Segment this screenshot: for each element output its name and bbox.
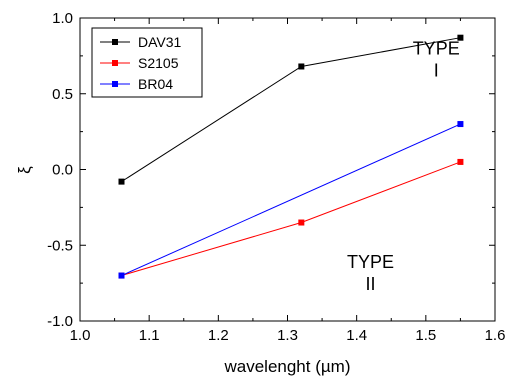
legend-label: BR04: [138, 76, 173, 92]
x-tick-label: 1.6: [485, 327, 506, 344]
x-tick-label: 1.5: [415, 327, 436, 344]
x-tick-label: 1.0: [70, 327, 91, 344]
legend-marker: [112, 81, 118, 87]
axis-ticks: 1.0 1.1 1.2 1.3 1.4 1.5 1.6 -1.0 -0.5 0.0 0.5 1.0: [47, 10, 505, 344]
data-point: [457, 34, 464, 41]
data-point: [457, 158, 464, 165]
annotation-line: I: [434, 60, 439, 80]
series-line: [121, 161, 461, 277]
y-tick-label: -1.0: [47, 313, 73, 330]
x-tick-label: 1.1: [139, 327, 160, 344]
annotation-line: II: [365, 274, 375, 294]
legend: DAV31 S2105 BR04: [91, 27, 203, 98]
y-axis-title: ξ: [15, 166, 34, 174]
y-tick-label: 0.0: [52, 162, 73, 179]
legend-marker: [112, 60, 118, 66]
data-point: [457, 121, 464, 128]
data-point: [298, 219, 305, 226]
annotation-line: TYPE: [413, 38, 460, 58]
x-axis-title: wavelenght (µm): [223, 357, 350, 376]
data-point: [298, 63, 305, 70]
legend-marker: [112, 39, 118, 45]
y-tick-label: 0.5: [52, 86, 73, 103]
y-tick-label: 1.0: [52, 10, 73, 27]
annotation-line: TYPE: [347, 252, 394, 272]
annotation-label: TYPE I: [413, 38, 460, 80]
x-tick-label: 1.2: [208, 327, 229, 344]
legend-label: DAV31: [138, 34, 182, 50]
data-point: [118, 178, 125, 185]
series-line: [121, 123, 461, 277]
legend-label: S2105: [138, 55, 179, 71]
y-tick-label: -0.5: [47, 237, 73, 254]
x-tick-label: 1.3: [277, 327, 298, 344]
data-point: [118, 272, 125, 279]
x-tick-label: 1.4: [346, 327, 367, 344]
annotation-label: TYPE II: [347, 252, 394, 294]
series-group: [118, 34, 464, 279]
